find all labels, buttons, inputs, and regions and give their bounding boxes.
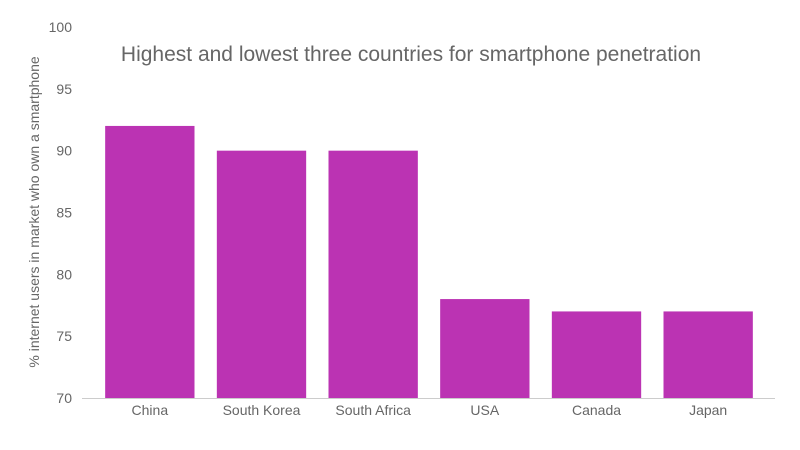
x-tick-label: Canada — [572, 402, 621, 418]
x-tick-label: USA — [470, 402, 499, 418]
chart-title: Highest and lowest three countries for s… — [121, 43, 701, 66]
y-tick-label: 100 — [49, 19, 73, 35]
y-tick-label: 75 — [56, 328, 72, 344]
y-tick-label: 85 — [56, 205, 72, 221]
y-tick-label: 70 — [56, 390, 72, 406]
bar-canada[interactable] — [551, 311, 642, 398]
bars-group — [105, 125, 753, 398]
bar-south-africa[interactable] — [328, 150, 418, 398]
x-tick-label: South Africa — [335, 402, 411, 418]
bar-china[interactable] — [105, 125, 195, 398]
y-tick-label: 90 — [56, 143, 72, 159]
x-tick-label: South Korea — [223, 402, 301, 418]
x-tick-label: China — [132, 402, 169, 418]
bar-usa[interactable] — [440, 299, 530, 398]
y-axis-ticks: 70 75 80 85 90 95 100 — [49, 19, 73, 406]
y-tick-label: 95 — [56, 81, 72, 97]
x-axis-ticks: China South Korea South Africa USA Canada Jap… — [132, 402, 728, 418]
y-tick-label: 80 — [56, 266, 72, 282]
y-axis-title: % internet users in market who own a sma… — [26, 56, 42, 367]
bar-japan[interactable] — [663, 311, 753, 398]
x-tick-label: Japan — [689, 402, 727, 418]
bar-south-korea[interactable] — [216, 150, 307, 398]
